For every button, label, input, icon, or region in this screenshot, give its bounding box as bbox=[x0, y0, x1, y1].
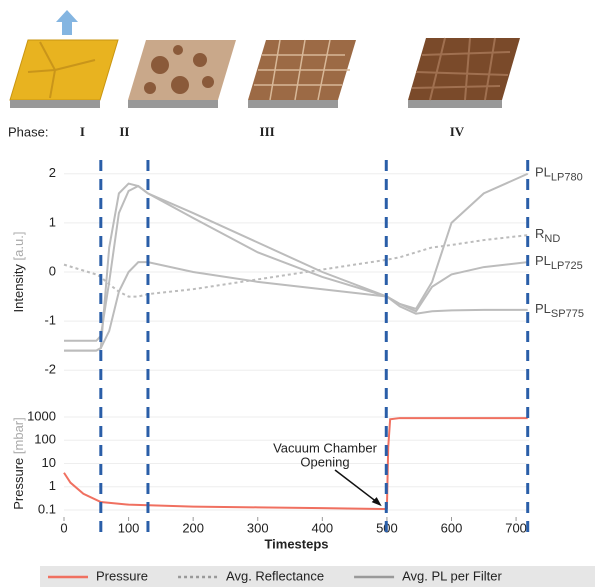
x-tick-label: 0 bbox=[60, 520, 67, 535]
phase-numeral: III bbox=[260, 124, 275, 139]
y-axis-title-name: Intensity bbox=[11, 264, 26, 313]
line-label: PLLP780 bbox=[535, 165, 583, 183]
y-axis-title-unit: [mbar] bbox=[11, 417, 26, 454]
figure: -2-1012Intensity [a.u.]0.11101001000Pres… bbox=[0, 0, 598, 587]
line-label: PLLP725 bbox=[535, 254, 583, 272]
y-tick-label: -2 bbox=[44, 362, 56, 377]
y-axis-title: Pressure [mbar] bbox=[11, 417, 26, 510]
legend-label: Avg. Reflectance bbox=[226, 568, 324, 583]
line-label-sub: ND bbox=[544, 233, 560, 245]
line-label: RND bbox=[535, 227, 560, 245]
legend-label: Avg. PL per Filter bbox=[402, 568, 502, 583]
line-label-main: PL bbox=[535, 301, 551, 316]
line-label-sub: SP775 bbox=[551, 308, 584, 320]
x-tick-label: 700 bbox=[505, 520, 527, 535]
line-label-main: PL bbox=[535, 254, 551, 269]
y-tick-label: 1 bbox=[49, 478, 56, 493]
y-tick-label: 1 bbox=[49, 214, 56, 229]
phase-label: Phase: bbox=[8, 124, 48, 139]
annotation-text: Opening bbox=[300, 454, 349, 469]
y-axis-title-name: Pressure bbox=[11, 458, 26, 510]
y-tick-label: 1000 bbox=[27, 408, 56, 423]
series-line bbox=[64, 262, 528, 350]
line-label-main: PL bbox=[535, 165, 551, 180]
line-label-sub: LP780 bbox=[551, 172, 583, 184]
y-tick-label: 0.1 bbox=[38, 501, 56, 516]
y-tick-label: -1 bbox=[44, 313, 56, 328]
illustrations bbox=[10, 10, 520, 108]
phase-numeral: I bbox=[80, 124, 85, 139]
series-line bbox=[64, 186, 528, 341]
x-tick-label: 300 bbox=[247, 520, 269, 535]
y-tick-label: 2 bbox=[49, 165, 56, 180]
line-label-sub: LP725 bbox=[551, 260, 583, 272]
x-tick-label: 100 bbox=[118, 520, 140, 535]
legend-label: Pressure bbox=[96, 568, 148, 583]
x-tick-label: 600 bbox=[441, 520, 463, 535]
annotation-text: Vacuum Chamber bbox=[273, 440, 377, 455]
phase-numeral: II bbox=[119, 124, 129, 139]
series-line bbox=[64, 174, 528, 351]
phase-numeral: IV bbox=[450, 124, 465, 139]
x-axis-title: Timesteps bbox=[264, 536, 328, 551]
line-label-main: R bbox=[535, 227, 544, 242]
y-axis-title-unit: [a.u.] bbox=[11, 232, 26, 261]
y-tick-label: 10 bbox=[42, 455, 56, 470]
y-tick-label: 100 bbox=[34, 432, 56, 447]
x-tick-label: 200 bbox=[182, 520, 204, 535]
y-axis-title: Intensity [a.u.] bbox=[11, 232, 26, 313]
x-tick-label: 400 bbox=[311, 520, 333, 535]
line-label: PLSP775 bbox=[535, 301, 584, 319]
y-tick-label: 0 bbox=[49, 263, 56, 278]
